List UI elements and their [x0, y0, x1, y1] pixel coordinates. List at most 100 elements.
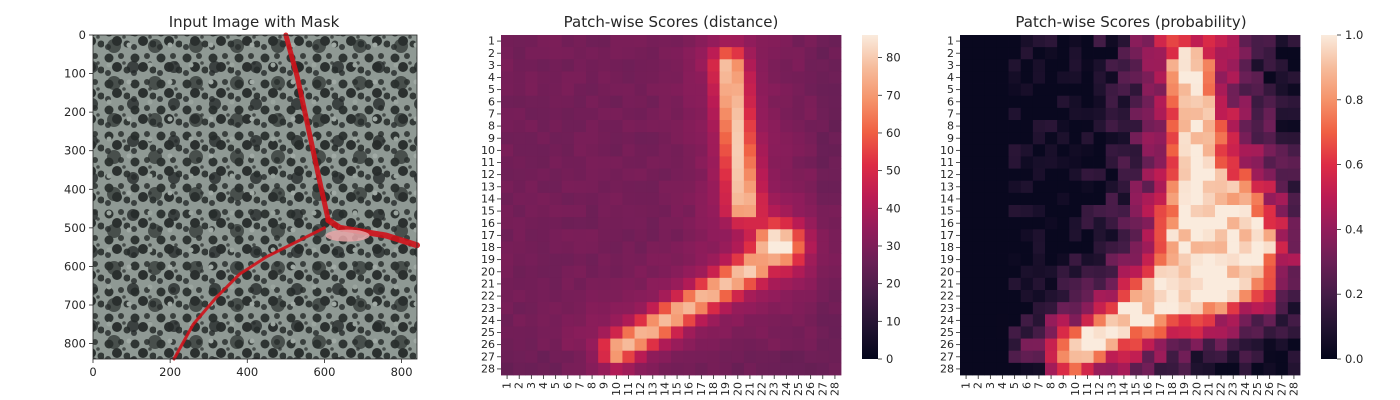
heatmap-cell [743, 265, 757, 279]
heatmap-cell [634, 277, 648, 291]
heatmap-cell [1057, 192, 1070, 206]
heatmap-cell [1081, 314, 1094, 327]
heatmap-cell [1117, 253, 1131, 267]
heatmap-cell [1190, 362, 1204, 376]
heatmap-cell [549, 95, 563, 109]
heatmap-cell [1275, 290, 1289, 303]
heatmap-cell [756, 83, 769, 97]
y-tick-label: 28 [940, 363, 954, 376]
heatmap-cell [1202, 144, 1216, 157]
heatmap-cell [1166, 83, 1179, 97]
heatmap-cell [1081, 59, 1094, 72]
heatmap-cell [646, 132, 660, 145]
heatmap-cell [501, 35, 514, 48]
heatmap-cell [719, 229, 733, 242]
heatmap-cell [573, 217, 587, 230]
heatmap-cell [719, 168, 733, 182]
heatmap-cell [1166, 314, 1179, 327]
heatmap-cell [707, 277, 720, 291]
heatmap-cell [1069, 350, 1082, 364]
heatmap-cell [683, 180, 696, 194]
heatmap-cell [1166, 277, 1179, 291]
heatmap-cell [549, 168, 563, 182]
heatmap-cell [719, 205, 733, 218]
heatmap-cell [549, 205, 563, 218]
heatmap-cell [743, 205, 757, 218]
heatmap-cell [501, 253, 514, 267]
heatmap-cell [1190, 338, 1204, 352]
heatmap-cell [984, 217, 997, 230]
heatmap-cell [1008, 229, 1022, 242]
heatmap-cell [792, 180, 805, 194]
heatmap-cell [1142, 156, 1155, 169]
heatmap-cell [972, 253, 985, 267]
heatmap-cell [537, 35, 550, 48]
heatmap-cell [960, 192, 973, 206]
heatmap-cell [1287, 120, 1301, 133]
heatmap-cell [598, 253, 611, 267]
heatmap-cell [501, 83, 514, 97]
heatmap-cell [768, 180, 781, 194]
heatmap-cell [501, 326, 514, 339]
distance-heatmap-title: Patch-wise Scores (distance) [564, 13, 779, 31]
heatmap-cell [573, 120, 587, 133]
heatmap-cell [683, 362, 696, 376]
heatmap-cell [1215, 350, 1228, 364]
heatmap-cell [792, 144, 805, 157]
heatmap-cell [513, 229, 526, 242]
y-tick-label: 24 [940, 314, 954, 327]
heatmap-cell [719, 144, 733, 157]
heatmap-cell [1251, 277, 1264, 291]
heatmap-cell [573, 35, 587, 48]
heatmap-cell [598, 95, 611, 109]
heatmap-cell [1045, 265, 1058, 279]
heatmap-cell [1287, 192, 1301, 206]
heatmap-cell [671, 156, 684, 169]
heatmap-cell [1081, 229, 1094, 242]
heatmap-cell [828, 338, 842, 352]
heatmap-cell [634, 168, 648, 182]
heatmap-cell [768, 350, 781, 364]
heatmap-cell [768, 314, 781, 327]
heatmap-cell [828, 290, 842, 303]
heatmap-cell [984, 95, 997, 109]
distance-heatmap-y-axis: 1234567891011121314151617181920212223242… [481, 35, 501, 376]
heatmap-cell [525, 59, 538, 72]
heatmap-cell [1045, 71, 1058, 84]
heatmap-cell [972, 229, 985, 242]
heatmap-cell [816, 229, 830, 242]
heatmap-cell [1215, 326, 1228, 339]
heatmap-cell [683, 156, 696, 169]
heatmap-cell [960, 144, 973, 157]
heatmap-cell [984, 205, 997, 218]
y-tick-label: 22 [940, 290, 954, 303]
heatmap-cell [960, 205, 973, 218]
heatmap-cell [622, 192, 635, 206]
heatmap-cell [816, 290, 830, 303]
heatmap-cell [1154, 350, 1167, 364]
colorbar-tick-label: 0.0 [1345, 352, 1363, 366]
heatmap-cell [731, 290, 745, 303]
heatmap-cell [804, 107, 818, 121]
heatmap-cell [1057, 265, 1070, 279]
heatmap-cell [549, 350, 563, 364]
heatmap-cell [671, 350, 684, 364]
heatmap-cell [1130, 229, 1143, 242]
heatmap-cell [646, 217, 660, 230]
x-tick-label: 6 [561, 382, 574, 389]
heatmap-cell [1190, 168, 1204, 182]
heatmap-cell [972, 290, 985, 303]
heatmap-cell [658, 290, 672, 303]
heatmap-cell [984, 156, 997, 169]
heatmap-cell [1045, 83, 1058, 97]
heatmap-cell [780, 192, 793, 206]
heatmap-cell [960, 71, 973, 84]
heatmap-cell [1178, 314, 1192, 327]
heatmap-cell [1227, 253, 1240, 267]
heatmap-cell [1287, 277, 1301, 291]
heatmap-cell [1154, 83, 1167, 97]
heatmap-cell [707, 302, 720, 315]
heatmap-cell [1166, 205, 1179, 218]
heatmap-cell [1057, 59, 1070, 72]
heatmap-cell [1105, 241, 1119, 254]
